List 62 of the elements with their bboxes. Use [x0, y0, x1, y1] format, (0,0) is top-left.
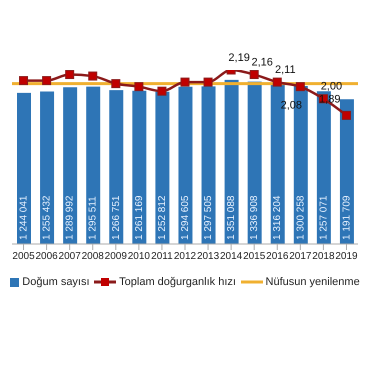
point	[342, 110, 351, 120]
point	[272, 78, 282, 87]
data-label: 1 257 071	[318, 195, 330, 240]
x-tick-label: 2013	[196, 251, 220, 262]
x-tick-label: 2015	[243, 251, 266, 262]
legend-label: Toplam doğurganlık hızı	[118, 276, 236, 288]
bar	[340, 99, 354, 244]
x-tick-label: 2012	[174, 251, 197, 262]
x-tick-label: 2019	[335, 251, 358, 262]
bar	[132, 90, 146, 244]
x-tick-label: 2009	[104, 251, 128, 262]
bar	[155, 92, 170, 244]
point	[250, 70, 259, 80]
point	[204, 78, 213, 87]
data-label: 1 336 908	[249, 195, 260, 240]
bar	[224, 80, 239, 244]
data-label: 1,89	[319, 93, 340, 106]
x-tick-label: 2008	[82, 251, 104, 262]
data-label: 1 244 041	[18, 195, 30, 240]
data-label: 1 261 169	[134, 195, 145, 240]
bar	[178, 86, 192, 244]
x-tick-label: 2018	[312, 251, 335, 262]
data-label: 1 191 709	[341, 195, 352, 240]
data-label: 2,11	[274, 64, 296, 76]
data-label: 1 294 605	[180, 195, 191, 240]
x-tick-label: 2017	[289, 251, 312, 262]
x-tick-label: 2011	[151, 251, 174, 262]
point	[88, 72, 98, 81]
legend-label: Nüfusun yenilenme	[264, 276, 360, 288]
bar	[63, 87, 78, 244]
x-tick-label: 2014	[220, 251, 243, 262]
legend-label: Doğum sayısı	[21, 276, 90, 288]
data-label: 1 351 088	[226, 195, 238, 240]
point	[111, 79, 120, 88]
bar	[17, 92, 31, 244]
data-label: 2,19	[228, 52, 250, 64]
point	[180, 78, 190, 87]
data-label: 1 300 258	[295, 195, 306, 240]
point	[296, 82, 305, 92]
data-label: 1 266 751	[110, 195, 122, 240]
point	[134, 82, 144, 92]
bar	[202, 86, 216, 244]
data-label: 2,16	[251, 56, 273, 69]
x-tick-label: 2010	[128, 251, 150, 262]
x-tick-label: 2016	[266, 251, 289, 262]
point	[65, 70, 74, 80]
data-label: 1 297 505	[203, 195, 214, 240]
data-label: 1 252 812	[156, 195, 168, 240]
data-label: 1 295 511	[88, 196, 99, 240]
point	[19, 76, 28, 86]
bar	[248, 82, 262, 244]
point	[157, 86, 166, 96]
data-label: 1 255 432	[42, 195, 53, 240]
data-label: 1 289 992	[64, 195, 76, 240]
bar	[40, 91, 54, 244]
data-label: 1 316 204	[272, 195, 284, 240]
bar	[109, 90, 124, 244]
x-tick-label: 2006	[35, 251, 58, 262]
x-tick-label: 2007	[58, 251, 82, 262]
x-tick-label: 2005	[12, 251, 36, 262]
point	[42, 76, 52, 86]
bar	[86, 86, 100, 244]
